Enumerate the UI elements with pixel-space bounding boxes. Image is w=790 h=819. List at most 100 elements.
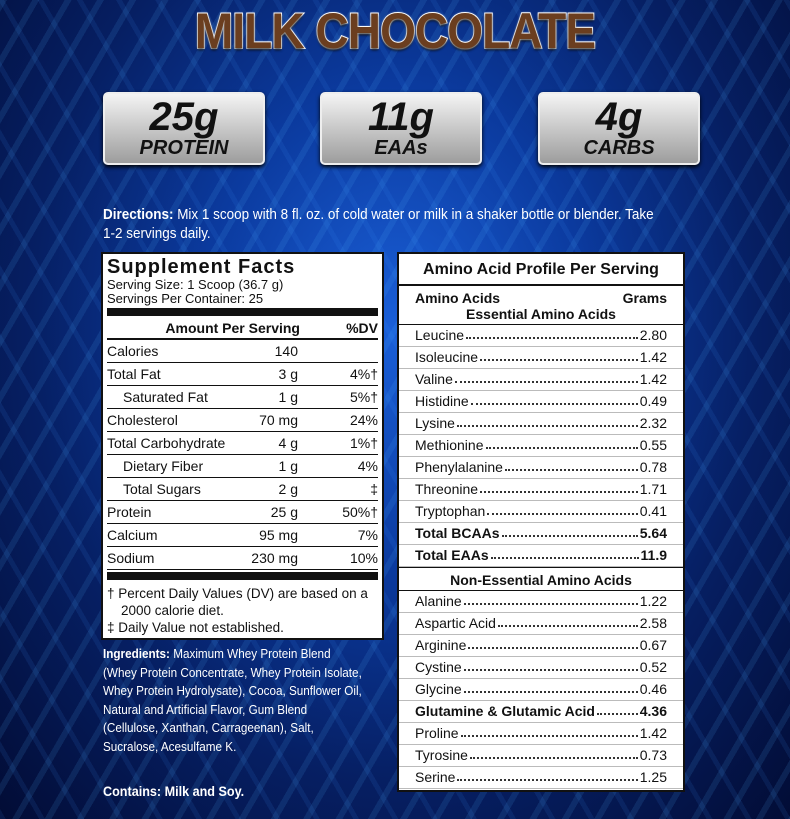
amino-grams: 0.52 [639,659,667,675]
amino-name: Tyrosine [415,747,468,763]
amino-row: Tyrosine 0.73 [399,745,683,767]
amino-row: Valine 1.42 [399,369,683,391]
nutrient-name: Total Carbohydrate [107,435,226,451]
nutrient-name: Dietary Fiber [123,458,204,474]
amino-acid-panel: Amino Acid Profile Per Serving Amino Aci… [397,252,685,792]
amino-grams: 1.25 [639,769,667,785]
amino-row: Arginine 0.67 [399,635,683,657]
amino-grams: 0.41 [639,503,667,519]
amino-grams: 11.9 [640,547,667,563]
amino-name: Alanine [415,593,462,609]
amino-name: Arginine [415,637,467,653]
facts-row: Protein 25 g 50%† [107,501,378,524]
amino-grams: 0.46 [639,681,667,697]
nutrient-name: Cholesterol [107,412,178,428]
nutrient-amount: 1 g [278,389,298,405]
nutrient-name: Total Fat [107,366,161,382]
nutrient-amount: 140 [274,343,298,359]
nutrient-name: Saturated Fat [123,389,208,405]
amino-header: Amino Acids Grams [399,286,683,306]
divider [107,308,378,316]
allergen-statement: Contains: Milk and Soy. [103,783,245,799]
amino-grams: 5.64 [639,525,667,541]
nutrient-name: Calcium [107,527,158,543]
nutrient-amount: 70 mg [259,412,298,428]
nutrient-dv: 24% [349,412,378,428]
directions-label: Directions: [103,207,174,223]
amino-row: Phenylalanine 0.78 [399,457,683,479]
nutrient-name: Total Sugars [123,481,201,497]
amino-grams: 1.42 [639,349,667,365]
nutrient-dv: 10% [349,550,378,566]
amino-row: Cystine 0.52 [399,657,683,679]
directions: Directions: Mix 1 scoop with 8 fl. oz. o… [103,206,661,244]
amino-name: Valine [415,371,453,387]
amino-grams: 0.55 [639,437,667,453]
amino-row: Methionine 0.55 [399,435,683,457]
nutrient-amount: 25 g [270,504,298,520]
amino-row: Aspartic Acid 2.58 [399,613,683,635]
dot-leader [457,779,638,781]
badge-value: 25g [149,95,219,139]
dot-leader [490,557,639,559]
amino-row: Total EAAs 11.9 [399,545,683,567]
amino-row: Isoleucine 1.42 [399,347,683,369]
amino-grams: 0.67 [639,637,667,653]
dot-leader [480,359,638,361]
nutrient-dv: ‡ [370,481,378,497]
nonessential-title: Non-Essential Amino Acids [399,567,683,591]
badge-label: EAAs [374,137,428,159]
nutrient-amount: 95 mg [259,527,298,543]
facts-row: Total Fat 3 g 4%† [107,363,378,386]
ingredients-text: Maximum Whey Protein Blend (Whey Protein… [103,646,362,754]
badge-value: 11g [368,95,434,139]
amino-row: Tryptophan 0.41 [399,501,683,523]
nutrient-dv: 50%† [342,504,378,520]
facts-row: Cholesterol 70 mg 24% [107,409,378,432]
dot-leader [468,647,638,649]
facts-row: Total Sugars 2 g ‡ [107,478,378,501]
nutrient-dv: 1%† [349,435,378,451]
badge-label: CARBS [583,137,655,159]
ingredients: Ingredients: Maximum Whey Protein Blend … [103,645,364,756]
amino-row: Total BCAAs 5.64 [399,523,683,545]
amino-name: Tryptophan [415,503,486,519]
dot-leader [497,625,638,627]
facts-row: Calories 140 [107,340,378,363]
nutrient-amount: 3 g [278,366,298,382]
eaas-badge: 11g EAAs [320,92,482,165]
amino-grams: 4.36 [639,703,667,719]
dot-leader [485,447,638,449]
amino-name: Total BCAAs [415,525,500,541]
amino-row: Serine 1.25 [399,767,683,789]
amino-name: Histidine [415,393,469,409]
protein-badge: 25g PROTEIN [103,92,265,165]
amino-name: Glycine [415,681,462,697]
amino-grams: 2.80 [639,327,667,343]
dot-leader [454,381,638,383]
nutrient-dv: 5%† [349,389,378,405]
servings-per-container: Servings Per Container: 25 [107,291,264,306]
dot-leader [466,337,638,339]
dot-leader [469,757,638,759]
amino-name: Proline [415,725,459,741]
amino-name: Serine [415,769,456,785]
amino-name: Lysine [415,415,455,431]
facts-row: Sodium 230 mg 10% [107,547,378,570]
amino-row: Glycine 0.46 [399,679,683,701]
nutrient-name: Calories [107,343,159,359]
facts-row: Calcium 95 mg 7% [107,524,378,547]
amino-grams: 0.73 [639,747,667,763]
dot-leader [501,535,638,537]
amino-grams: 1.22 [639,593,667,609]
ingredients-label: Ingredients: [103,646,170,661]
nutrient-dv: 7% [357,527,378,543]
dot-leader [456,425,638,427]
facts-row: Saturated Fat 1 g 5%† [107,386,378,409]
dot-leader [463,669,638,671]
nutrient-dv: 4%† [349,366,378,382]
nutrient-dv: 4% [357,458,378,474]
nutrient-name: Protein [107,504,152,520]
nutrient-amount: 4 g [278,435,298,451]
amino-name: Phenylalanine [415,459,503,475]
